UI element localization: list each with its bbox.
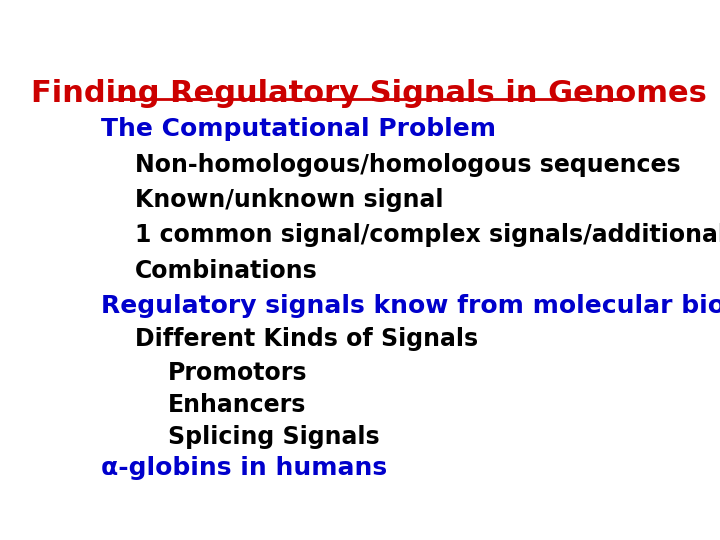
Text: Known/unknown signal: Known/unknown signal	[135, 188, 443, 212]
Text: Splicing Signals: Splicing Signals	[168, 424, 379, 449]
Text: Promotors: Promotors	[168, 361, 307, 386]
Text: Finding Regulatory Signals in Genomes: Finding Regulatory Signals in Genomes	[31, 79, 707, 109]
Text: α-globins in humans: α-globins in humans	[101, 456, 387, 480]
Text: Regulatory signals know from molecular biology: Regulatory signals know from molecular b…	[101, 294, 720, 318]
Text: Combinations: Combinations	[135, 259, 318, 282]
Text: 1 common signal/complex signals/additional information: 1 common signal/complex signals/addition…	[135, 223, 720, 247]
Text: Non-homologous/homologous sequences: Non-homologous/homologous sequences	[135, 153, 680, 177]
Text: Different Kinds of Signals: Different Kinds of Signals	[135, 327, 478, 351]
Text: Enhancers: Enhancers	[168, 393, 307, 417]
Text: The Computational Problem: The Computational Problem	[101, 117, 496, 141]
